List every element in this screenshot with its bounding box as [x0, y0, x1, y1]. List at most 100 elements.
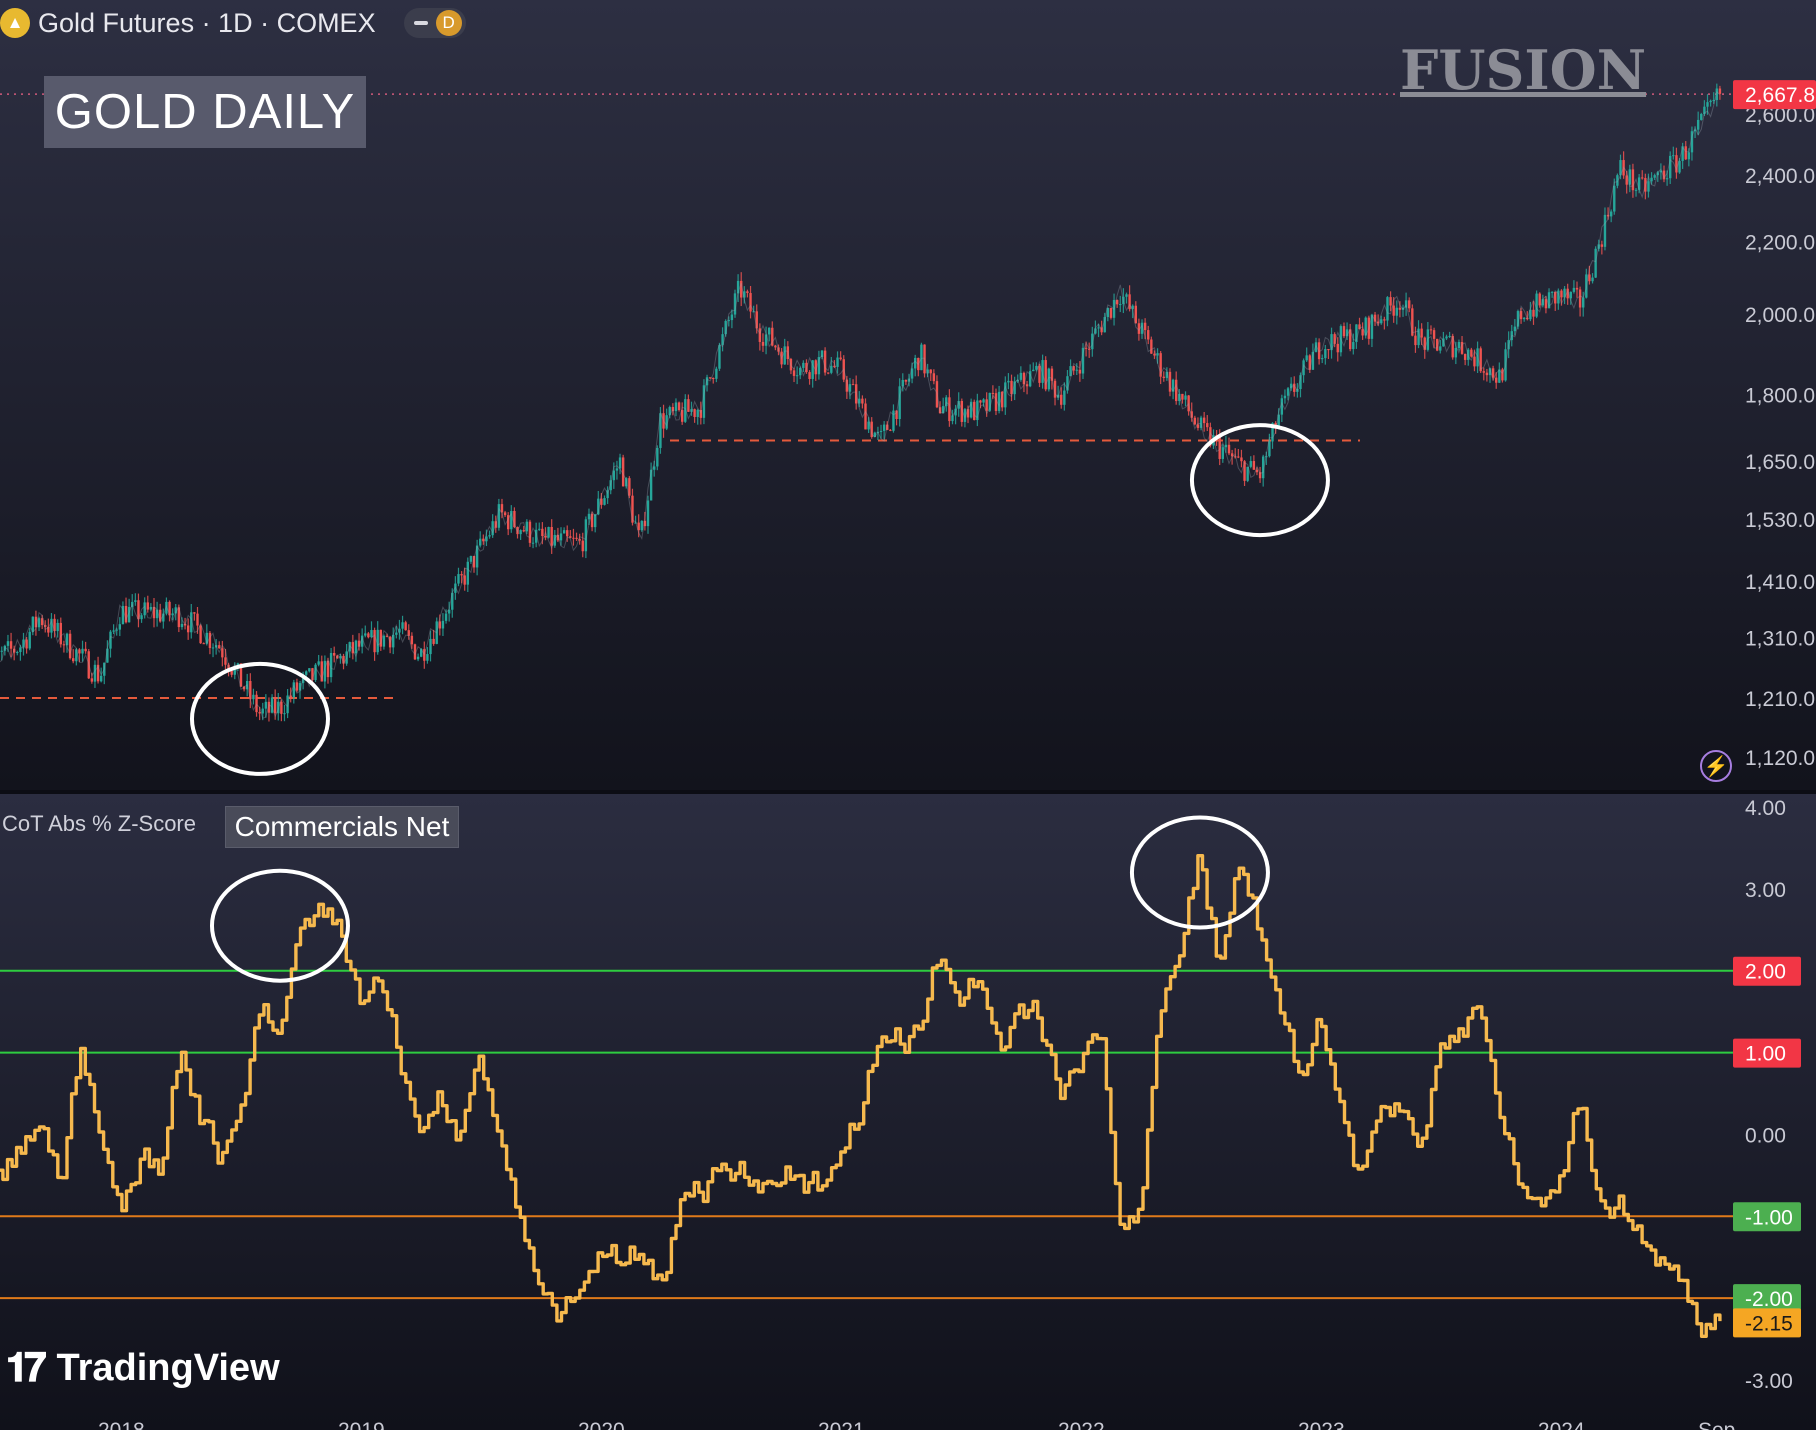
fusion-watermark: FUSION: [1400, 38, 1647, 102]
candle-body: [572, 537, 575, 539]
candle-body: [1317, 342, 1321, 360]
candle-body: [373, 630, 376, 653]
time-axis-label: 2023: [1298, 1419, 1345, 1430]
symbol-header[interactable]: ▲ Gold Futures · 1D · COMEX D: [0, 2, 466, 44]
candle-body: [1001, 391, 1004, 408]
candle-body: [649, 469, 653, 501]
candle-body: [174, 607, 177, 614]
candle-body: [1572, 287, 1576, 292]
tradingview-logo[interactable]: 𝟏𝟕 TradingView: [6, 1346, 280, 1391]
candle-body: [1084, 347, 1088, 349]
candle-body: [718, 345, 721, 369]
candle-body: [1199, 417, 1203, 428]
candle-body: [221, 648, 224, 658]
candle-body: [1526, 317, 1529, 320]
indicator-title[interactable]: CoT Abs % Z-Score: [2, 811, 196, 836]
candle-body: [1119, 304, 1122, 306]
candle-body: [392, 634, 395, 648]
candle-body: [541, 528, 544, 537]
candle-body: [584, 519, 588, 552]
candle-body: [233, 667, 236, 675]
candle-body: [261, 708, 264, 714]
candle-body: [1513, 326, 1517, 332]
indicator-series-label: Commercials Net: [225, 806, 459, 848]
candle-body: [702, 385, 706, 418]
candle-body: [1286, 388, 1290, 396]
candle-body: [677, 402, 681, 411]
candle-body: [646, 500, 650, 527]
candle-body: [317, 661, 320, 665]
candle-body: [1078, 369, 1082, 374]
candle-body: [407, 630, 410, 636]
candle-body: [423, 649, 426, 661]
candle-body: [1715, 88, 1719, 101]
candle-body: [715, 368, 718, 379]
candle-body: [1221, 447, 1225, 459]
candle-body: [1345, 329, 1349, 337]
candle-body: [12, 648, 16, 653]
candle-body: [1184, 395, 1187, 400]
price-axis-label: 1,210.0: [1745, 688, 1815, 711]
candle-body: [1510, 331, 1513, 341]
candle-body: [752, 311, 755, 313]
candle-body: [1122, 296, 1125, 305]
candle-body: [771, 327, 774, 346]
candle-body: [1147, 330, 1150, 340]
candle-body: [1439, 346, 1442, 351]
candle-body: [935, 381, 939, 408]
candle-body: [892, 410, 895, 431]
candle-body: [1644, 177, 1647, 192]
candle-body: [1268, 441, 1271, 457]
candle-body: [805, 362, 808, 373]
candle-body: [898, 386, 901, 419]
candle-body: [1582, 297, 1585, 308]
candle-body: [1156, 353, 1159, 356]
candle-body: [180, 623, 184, 628]
candle-body: [569, 536, 572, 538]
candle-body: [1386, 297, 1389, 321]
session-toggle[interactable]: D: [403, 8, 466, 38]
candle-body: [1025, 384, 1029, 387]
candle-body: [1650, 177, 1653, 182]
candle-body: [1209, 427, 1212, 446]
pane-separator[interactable]: [0, 790, 1816, 794]
candle-body: [1585, 274, 1588, 298]
candle-body: [656, 447, 659, 467]
candle-body: [727, 320, 730, 322]
candle-body: [848, 384, 852, 392]
candle-body: [988, 392, 991, 411]
candle-body: [1398, 307, 1402, 310]
candle-body: [252, 694, 255, 700]
candle-body: [674, 402, 678, 412]
lightning-icon[interactable]: ⚡: [1700, 750, 1732, 782]
candle-body: [1463, 353, 1467, 360]
candle-body: [1050, 368, 1054, 381]
candle-body: [1690, 131, 1694, 153]
candle-body: [1150, 339, 1153, 354]
candle-body: [1035, 365, 1038, 370]
candle-body: [354, 640, 358, 654]
symbol-title[interactable]: Gold Futures · 1D · COMEX: [38, 7, 376, 38]
candle-body: [1662, 170, 1666, 180]
candle-body: [684, 399, 687, 422]
candle-body: [124, 605, 128, 623]
candle-body: [879, 430, 883, 432]
candle-body: [612, 470, 616, 481]
indicator-axis-label: 3.00: [1745, 879, 1786, 902]
candle-body: [1333, 334, 1336, 344]
candle-body: [1364, 317, 1367, 336]
candle-body: [1376, 321, 1380, 324]
candle-body: [441, 620, 445, 629]
candle-body: [1519, 311, 1523, 320]
session-badge: D: [435, 10, 462, 36]
candle-body: [531, 542, 535, 544]
candle-body: [342, 655, 345, 664]
candle-body: [1258, 472, 1262, 479]
candle-body: [264, 701, 268, 709]
candle-body: [901, 379, 904, 387]
indicator-pane[interactable]: 4.00 3.00 0.00 -3.00 2.00 1.00 -1.00 -2.00-2.15…: [0, 797, 1801, 1430]
candle-body: [954, 408, 957, 416]
candle-body: [948, 397, 951, 422]
candle-body: [1529, 309, 1532, 320]
